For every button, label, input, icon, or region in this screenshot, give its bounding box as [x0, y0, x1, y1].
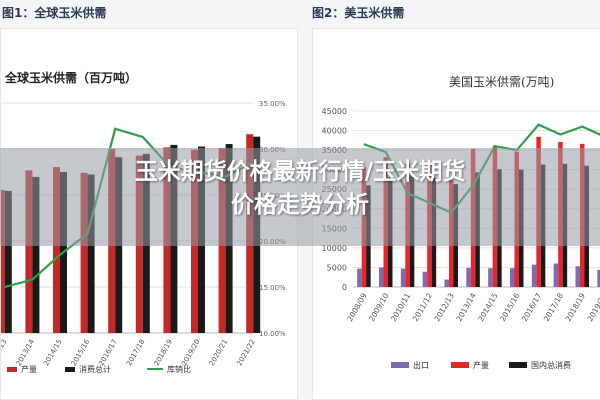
bar-production: [25, 170, 33, 333]
bar-production: [1, 190, 5, 333]
bar-exports: [400, 268, 406, 287]
x-tick-label: 2012/13: [1, 338, 9, 367]
x-tick-label: 2017/18: [125, 338, 146, 367]
x-tick-label: 2018/19: [564, 291, 587, 323]
x-tick-label: 2019/20: [180, 338, 201, 367]
legend-swatch-exports: [391, 362, 409, 368]
bar-exports: [379, 267, 384, 287]
x-tick-label: 2008/09: [345, 291, 368, 323]
legend-swatch-production: [451, 362, 469, 368]
legend-label-consumption: 消费总计: [79, 364, 111, 374]
legend-label-production: 产量: [21, 364, 37, 374]
x-tick-label: 2019/20: [585, 291, 600, 323]
right-axis-tick-label: 15.00%: [259, 284, 286, 292]
y-tick-label: 5000: [327, 263, 347, 272]
figure-caption-right: 图2：美玉米供需: [312, 6, 405, 20]
legend-swatch-production: [7, 367, 17, 372]
x-tick-label: 2011/12: [411, 291, 434, 323]
legend-swatch-consumption: [65, 367, 75, 372]
x-tick-label: 2020/21: [208, 338, 229, 367]
x-tick-label: 2010/11: [389, 291, 412, 323]
bar-consumption: [4, 190, 12, 333]
x-tick-label: 2013/14: [454, 291, 477, 323]
figure-caption-left: 图1：全球玉米供需: [2, 6, 107, 20]
y-tick-label: 40000: [322, 127, 347, 136]
bar-production: [80, 172, 88, 333]
bar-exports: [531, 264, 537, 287]
chart-title-global: 全球玉米供需（百万吨）: [5, 71, 138, 85]
x-tick-label: 2015/16: [70, 338, 92, 368]
bar-exports: [597, 269, 600, 287]
bar-exports: [422, 271, 428, 287]
bar-exports: [466, 267, 471, 287]
x-tick-label: 2015/16: [498, 291, 521, 323]
banner-title-line1: 玉米期货价格最新行情/玉米期货: [134, 159, 466, 185]
bar-exports: [553, 263, 559, 287]
x-tick-label: 2018/19: [153, 338, 174, 367]
y-tick-label: 0: [342, 283, 347, 292]
x-tick-label: 2013/14: [15, 338, 37, 368]
right-axis-tick-label: 35.00%: [259, 100, 286, 108]
x-tick-label: 2012/13: [433, 291, 456, 323]
bar-consumption: [87, 174, 95, 333]
x-tick-label: 2014/15: [476, 291, 499, 323]
x-tick-label: 2016/17: [520, 291, 543, 323]
x-tick-label: 2017/18: [542, 291, 565, 323]
bar-exports: [575, 266, 580, 287]
x-tick-label: 2016/17: [97, 338, 118, 367]
legend-label-ratio: 库销比: [167, 364, 191, 374]
legend-label-exports: 出口: [413, 360, 429, 370]
y-tick-label: 45000: [322, 107, 347, 116]
banner-title-line2: 价格走势分析: [231, 192, 369, 218]
bar-exports: [444, 279, 449, 287]
title-banner: [0, 148, 600, 246]
legend-label-domestic-consumption: 国内总消费: [531, 360, 571, 370]
bar-exports: [488, 268, 493, 287]
x-tick-label: 2009/10: [367, 291, 390, 323]
chart-title-us: 美国玉米供需(万吨): [449, 75, 555, 89]
legend-swatch-domestic-consumption: [509, 362, 527, 368]
bar-exports: [510, 268, 515, 287]
bar-exports: [357, 268, 362, 287]
bar-production: [53, 167, 60, 333]
banner-title: 玉米期货价格最新行情/玉米期货 价格走势分析: [0, 156, 600, 222]
x-tick-label: 2014/15: [42, 338, 63, 367]
y-tick-label: 10000: [322, 244, 347, 253]
x-tick-label: 2021/22: [235, 338, 256, 367]
bar-consumption: [32, 176, 40, 333]
right-axis-tick-label: 10.00%: [259, 330, 286, 338]
legend-label-production: 产量: [473, 360, 489, 370]
